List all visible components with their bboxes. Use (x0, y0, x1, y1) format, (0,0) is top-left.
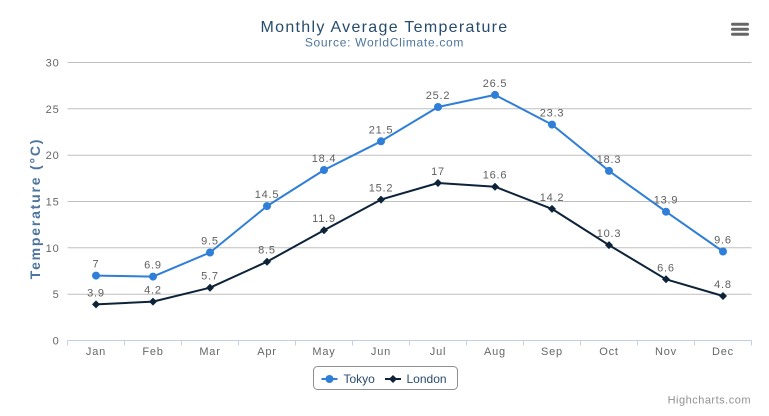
svg-text:Oct: Oct (599, 346, 619, 358)
svg-text:Jun: Jun (371, 346, 391, 358)
svg-text:6.6: 6.6 (657, 262, 675, 274)
svg-text:Aug: Aug (484, 346, 506, 358)
svg-text:20: 20 (46, 150, 60, 162)
svg-text:Source: WorldClimate.com: Source: WorldClimate.com (305, 36, 464, 50)
svg-text:6.9: 6.9 (144, 260, 162, 272)
svg-text:9.5: 9.5 (201, 236, 219, 248)
svg-text:5.7: 5.7 (201, 271, 219, 283)
svg-text:4.2: 4.2 (144, 285, 162, 297)
svg-text:15.2: 15.2 (369, 183, 394, 195)
svg-text:15: 15 (46, 197, 60, 209)
svg-text:14.5: 14.5 (255, 189, 280, 201)
svg-text:18.4: 18.4 (312, 153, 337, 165)
svg-text:Apr: Apr (257, 346, 277, 358)
svg-text:0: 0 (53, 336, 60, 348)
svg-text:3.9: 3.9 (87, 287, 105, 299)
svg-text:30: 30 (46, 58, 60, 70)
svg-text:25.2: 25.2 (426, 90, 451, 102)
svg-text:London: London (407, 372, 447, 386)
svg-text:Tokyo: Tokyo (344, 372, 376, 386)
svg-text:Highcharts.com: Highcharts.com (668, 395, 751, 407)
svg-text:4.8: 4.8 (714, 279, 732, 291)
svg-text:Feb: Feb (142, 346, 163, 358)
svg-text:18.3: 18.3 (597, 154, 622, 166)
svg-text:Temperature (°C): Temperature (°C) (27, 138, 43, 280)
svg-text:5: 5 (53, 289, 60, 301)
svg-text:Nov: Nov (655, 346, 677, 358)
svg-text:Jan: Jan (86, 346, 106, 358)
svg-text:14.2: 14.2 (540, 192, 565, 204)
svg-text:21.5: 21.5 (369, 124, 394, 136)
svg-text:7: 7 (93, 259, 100, 271)
svg-text:17: 17 (431, 166, 445, 178)
svg-text:Jul: Jul (430, 346, 446, 358)
svg-text:23.3: 23.3 (540, 108, 565, 120)
svg-text:Mar: Mar (199, 346, 220, 358)
svg-text:May: May (312, 346, 335, 358)
svg-text:9.6: 9.6 (714, 235, 732, 247)
svg-text:13.9: 13.9 (654, 195, 679, 207)
svg-text:Dec: Dec (712, 346, 734, 358)
svg-text:10: 10 (46, 243, 60, 255)
svg-text:25: 25 (46, 104, 60, 116)
svg-text:8.5: 8.5 (258, 245, 276, 257)
svg-text:11.9: 11.9 (312, 213, 336, 225)
svg-text:26.5: 26.5 (483, 78, 508, 90)
svg-text:10.3: 10.3 (597, 228, 622, 240)
svg-text:Sep: Sep (541, 346, 563, 358)
svg-text:Monthly Average Temperature: Monthly Average Temperature (261, 19, 509, 36)
svg-text:16.6: 16.6 (483, 170, 508, 182)
